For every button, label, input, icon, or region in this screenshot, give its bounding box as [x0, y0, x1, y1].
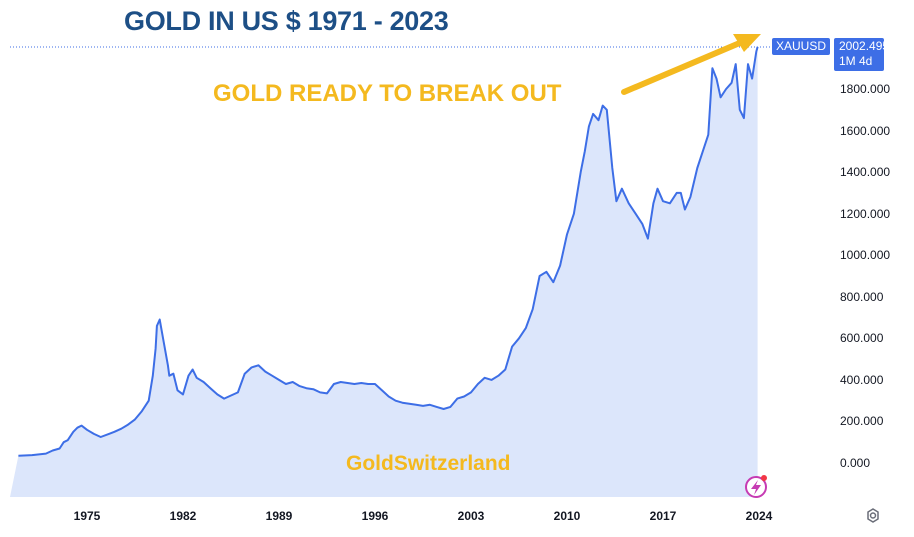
y-tick-label: 600.000: [840, 331, 884, 346]
lightning-icon[interactable]: [745, 475, 767, 498]
y-tick-label: 1800.000: [840, 82, 891, 96]
y-tick-label: 800.000: [840, 289, 884, 304]
chart-title: GOLD IN US $ 1971 - 2023: [124, 6, 449, 36]
x-tick-label: 1996: [361, 509, 389, 523]
y-tick-label: 0.000: [840, 456, 871, 470]
y-tick-label: 400.000: [840, 372, 884, 387]
y-tick-label: 1200.000: [840, 206, 891, 221]
y-tick-label: 1400.000: [840, 165, 891, 180]
watermark: GoldSwitzerland: [346, 452, 511, 475]
price-area-fill: [10, 46, 758, 498]
x-tick-label: 2010: [553, 509, 581, 523]
x-tick-label: 1975: [73, 509, 101, 523]
breakout-arrow: [621, 34, 761, 95]
symbol-badge: XAUUSD: [772, 38, 830, 55]
gear-icon[interactable]: [867, 508, 879, 523]
bar-countdown: 1M 4d: [839, 54, 873, 68]
x-tick-label: 1982: [169, 509, 197, 523]
x-tick-label: 2024: [745, 509, 773, 523]
x-tick-label: 1989: [265, 509, 293, 523]
x-tick-label: 2017: [649, 509, 677, 523]
breakout-annotation: GOLD READY TO BREAK OUT: [213, 80, 562, 107]
y-tick-label: 200.000: [840, 414, 884, 429]
y-tick-label: 1000.000: [840, 248, 891, 263]
price-series-line: [18, 46, 759, 457]
y-tick-label: 1600.000: [840, 123, 891, 138]
last-price-value: 2002.495: [839, 39, 890, 53]
last-price-badge: 2002.495 1M 4d: [834, 38, 890, 71]
x-tick-label: 2003: [457, 509, 485, 523]
